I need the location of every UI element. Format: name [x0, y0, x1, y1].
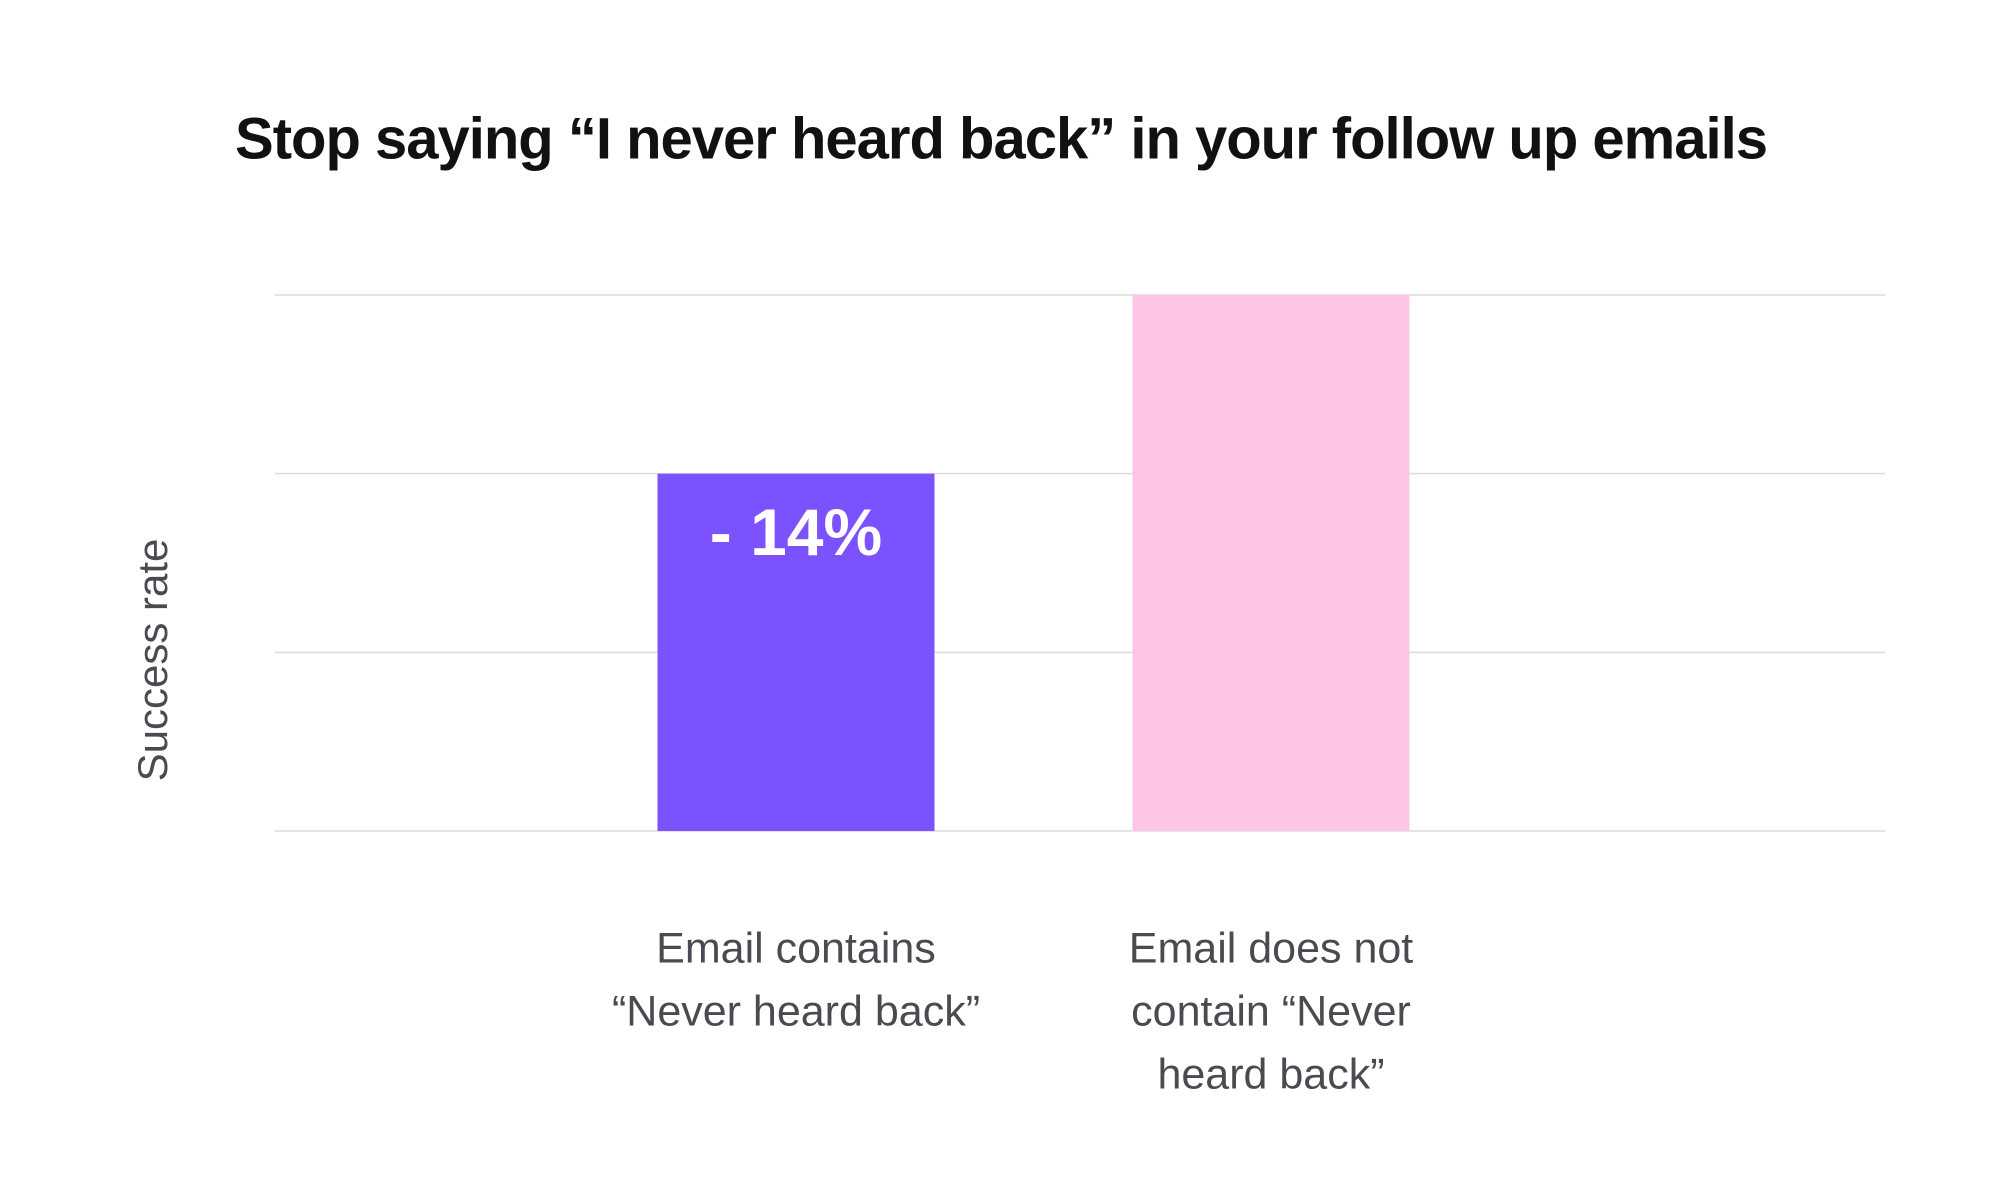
- x-tick-label: “Never heard back”: [612, 987, 980, 1035]
- x-tick-label: Email contains: [656, 924, 936, 972]
- x-tick-label: contain “Never: [1131, 987, 1411, 1035]
- x-tick-label: heard back”: [1157, 1050, 1384, 1098]
- y-axis-label: Success rate: [129, 539, 176, 782]
- bar-annotation: - 14%: [710, 495, 882, 569]
- x-tick-label: Email does not: [1129, 924, 1413, 972]
- chart-title: Stop saying “I never heard back” in your…: [235, 106, 1767, 171]
- bar: [657, 473, 935, 831]
- bar: [1132, 295, 1410, 831]
